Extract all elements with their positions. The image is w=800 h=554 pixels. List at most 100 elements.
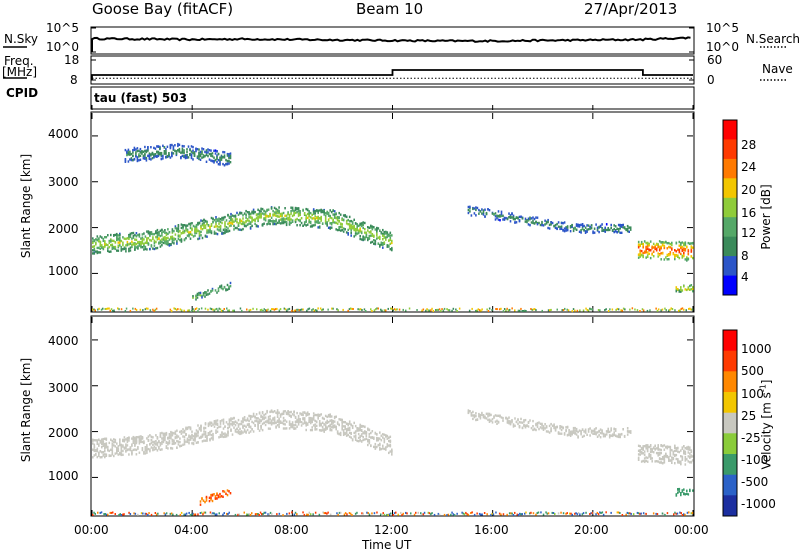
scatter-cell	[153, 239, 156, 242]
scatter-cell	[348, 220, 351, 223]
scatter-cell	[198, 222, 201, 225]
scatter-cell	[377, 242, 380, 245]
scatter-cell	[621, 309, 624, 312]
scatter-cell	[182, 230, 184, 233]
scatter-cell	[186, 437, 189, 440]
scatter-cell	[664, 307, 666, 310]
scatter-cell	[517, 418, 519, 421]
scatter-cell	[246, 418, 249, 422]
scatter-cell	[212, 436, 214, 440]
scatter-cell	[619, 512, 621, 514]
scatter-cell	[94, 309, 96, 312]
scatter-cell	[108, 250, 111, 253]
scatter-cell	[469, 410, 471, 413]
scatter-cell	[158, 447, 160, 450]
scatter-cell	[687, 445, 690, 449]
scatter-cell	[149, 233, 151, 236]
scatter-cell	[119, 451, 121, 455]
scatter-cell	[688, 511, 690, 514]
scatter-cell	[248, 423, 250, 427]
scatter-cell	[122, 439, 124, 443]
scatter-cell	[326, 427, 328, 430]
power-cbar-tick-8: 8	[741, 249, 749, 263]
scatter-cell	[478, 412, 480, 416]
scatter-cell	[281, 217, 283, 221]
scatter-cell	[195, 231, 198, 235]
scatter-cell	[218, 226, 220, 229]
scatter-cell	[192, 295, 194, 298]
vel-cbar-tick-100: 100	[741, 387, 764, 401]
scatter-cell	[96, 455, 99, 459]
scatter-cell	[105, 442, 108, 445]
scatter-cell	[258, 214, 261, 217]
scatter-cell	[551, 424, 554, 427]
scatter-cell	[281, 221, 283, 225]
scatter-cell	[565, 227, 567, 230]
scatter-cell	[626, 430, 629, 433]
scatter-cell	[188, 439, 190, 442]
scatter-cell	[258, 213, 261, 216]
scatter-cell	[132, 441, 135, 444]
scatter-cell	[113, 309, 115, 312]
scatter-cell	[271, 512, 273, 515]
scatter-cell	[258, 420, 261, 424]
scatter-cell	[257, 216, 259, 219]
scatter-cell	[521, 310, 523, 312]
scatter-cell	[330, 426, 333, 429]
scatter-cell	[661, 457, 664, 461]
scatter-cell	[110, 233, 112, 237]
scatter-cell	[222, 435, 225, 439]
scatter-cell	[150, 232, 153, 236]
scatter-cell	[155, 442, 157, 445]
scatter-cell	[92, 245, 94, 248]
scatter-cell	[264, 213, 267, 216]
scatter-cell	[645, 459, 647, 463]
scatter-cell	[520, 421, 522, 424]
scatter-cell	[163, 150, 166, 153]
colorbar-segment	[723, 474, 737, 496]
scatter-cell	[324, 424, 327, 427]
scatter-cell	[146, 444, 148, 447]
scatter-cell	[314, 223, 316, 227]
scatter-cell	[146, 230, 148, 233]
scatter-cell	[680, 252, 682, 256]
scatter-cell	[239, 221, 241, 224]
scatter-cell	[416, 309, 418, 311]
scatter-cell	[526, 424, 528, 427]
scatter-cell	[553, 225, 555, 228]
scatter-cell	[216, 219, 219, 222]
scatter-cell	[126, 244, 129, 247]
scatter-cell	[227, 427, 229, 430]
scatter-cell	[683, 492, 685, 496]
scatter-cell	[132, 231, 135, 235]
scatter-cell	[329, 513, 332, 516]
scatter-cell	[356, 225, 358, 228]
scatter-cell	[678, 290, 681, 293]
scatter-cell	[508, 212, 510, 215]
scatter-cell	[657, 255, 659, 258]
scatter-cell	[351, 227, 354, 230]
scatter-cell	[153, 247, 156, 251]
scatter-cell	[267, 427, 270, 430]
date-title: 27/Apr/2013	[584, 0, 678, 18]
scatter-cell	[560, 428, 563, 432]
scatter-cell	[284, 423, 286, 426]
scatter-cell	[109, 511, 111, 514]
scatter-cell	[185, 428, 187, 431]
scatter-cell	[382, 436, 384, 439]
scatter-cell	[386, 233, 389, 236]
scatter-cell	[336, 228, 339, 232]
scatter-cell	[169, 156, 172, 159]
scatter-cell	[605, 228, 608, 232]
scatter-cell	[607, 227, 609, 230]
scatter-cell	[180, 240, 183, 243]
scatter-cell	[296, 224, 298, 227]
scatter-cell	[222, 495, 224, 498]
scatter-cell	[165, 446, 168, 449]
scatter-cell	[574, 227, 576, 230]
scatter-cell	[640, 242, 643, 245]
scatter-cell	[94, 512, 96, 515]
scatter-cell	[282, 419, 285, 422]
scatter-cell	[625, 228, 627, 232]
scatter-cell	[288, 213, 291, 217]
